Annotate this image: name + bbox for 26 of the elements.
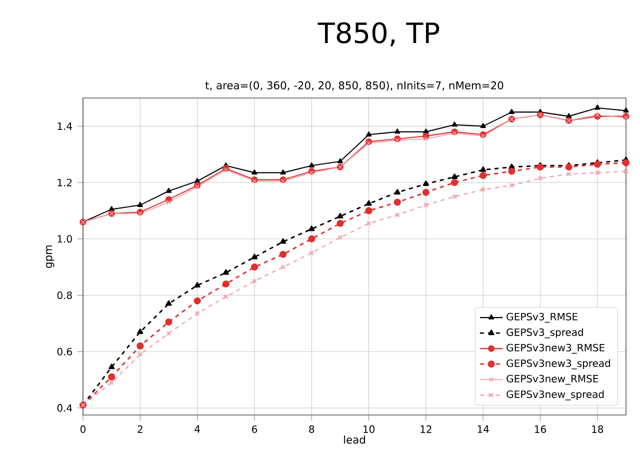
x-tick-label: 16 xyxy=(535,425,546,433)
y-tick-label: 0.8 xyxy=(57,291,72,300)
x-tick-label: 4 xyxy=(194,425,200,433)
y-axis-title: gpm xyxy=(46,245,54,268)
x-tick-label: 8 xyxy=(309,425,314,433)
chart-title: T850, TP xyxy=(318,22,440,46)
y-tick-label: 1.4 xyxy=(58,122,72,130)
chart-subtitle: t, area=(0, 360, -20, 20, 850, 850), nInits=7, nMem=20 xyxy=(205,81,504,91)
legend-label: GEPSv3new_spread xyxy=(506,390,604,400)
legend-label: GEPSv3new3_spread xyxy=(506,359,610,370)
x-tick-label: 10 xyxy=(364,425,374,433)
x-tick-label: 12 xyxy=(420,425,432,433)
legend-label: GEPSv3_RMSE xyxy=(506,312,578,323)
y-tick-label: 0.6 xyxy=(57,348,72,356)
x-tick-label: 14 xyxy=(478,425,489,433)
x-tick-label: 2 xyxy=(138,425,142,433)
x-tick-label: 0 xyxy=(80,425,86,433)
y-tick-label: 0.4 xyxy=(57,404,72,412)
legend-label: GEPSv3_spread xyxy=(506,328,583,338)
y-tick-label: 1.2 xyxy=(58,178,72,186)
x-tick-label: 6 xyxy=(252,425,258,433)
legend-label: GEPSv3new_RMSE xyxy=(506,374,598,385)
x-axis-title: lead xyxy=(344,435,365,444)
legend-label: GEPSv3new3_RMSE xyxy=(506,344,604,354)
x-tick-label: 18 xyxy=(592,425,604,433)
y-tick-label: 1.0 xyxy=(58,235,72,243)
